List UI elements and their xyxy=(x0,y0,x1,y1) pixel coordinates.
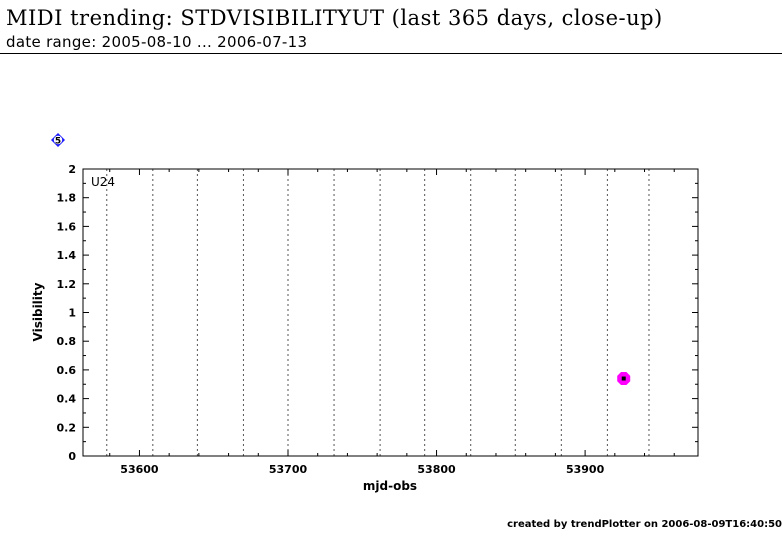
data-point-0 xyxy=(617,372,631,386)
y-tick-label: 1.2 xyxy=(57,278,77,291)
y-tick-label: 1.8 xyxy=(57,192,77,205)
footer-credit: created by trendPlotter on 2006-08-09T16… xyxy=(507,519,782,530)
x-tick-label: 53800 xyxy=(417,463,456,476)
y-tick-label: 1.4 xyxy=(57,249,77,262)
axis-ticks xyxy=(83,168,698,457)
badge-label: 5 xyxy=(55,137,61,147)
badge-ring xyxy=(53,135,63,145)
marker-badge: 5 xyxy=(51,133,65,147)
y-tick-label: 1 xyxy=(68,307,76,320)
y-tick-label: 0 xyxy=(68,450,76,463)
x-tick-label: 53900 xyxy=(566,463,605,476)
point-core xyxy=(621,376,626,381)
y-axis-title: Visibility xyxy=(31,282,45,341)
panel-label: U24 xyxy=(91,175,115,189)
tick-labels: 0 0.2 0.4 0.6 0.8 1 1.2 1.4 1.6 1.8 2 53600 53700 538… xyxy=(57,163,605,476)
y-tick-label: 1.6 xyxy=(57,220,77,233)
plot-frame xyxy=(82,168,699,457)
y-tick-label: 0.4 xyxy=(57,393,77,406)
y-tick-label: 0.8 xyxy=(57,335,77,348)
data-points xyxy=(617,372,631,386)
y-tick-label: 2 xyxy=(68,163,76,176)
header-divider xyxy=(0,53,782,54)
x-tick-label: 53700 xyxy=(269,463,308,476)
x-tick-label: 53600 xyxy=(120,463,159,476)
date-range-subtitle: date range: 2005-08-10 ... 2006-07-13 xyxy=(6,33,308,51)
y-tick-label: 0.6 xyxy=(57,364,77,377)
y-tick-label: 0.2 xyxy=(57,421,77,434)
vertical-gridlines xyxy=(106,169,650,456)
x-axis-title: mjd-obs xyxy=(363,479,417,493)
page-title: MIDI trending: STDVISIBILITYUT (last 365… xyxy=(6,6,663,30)
